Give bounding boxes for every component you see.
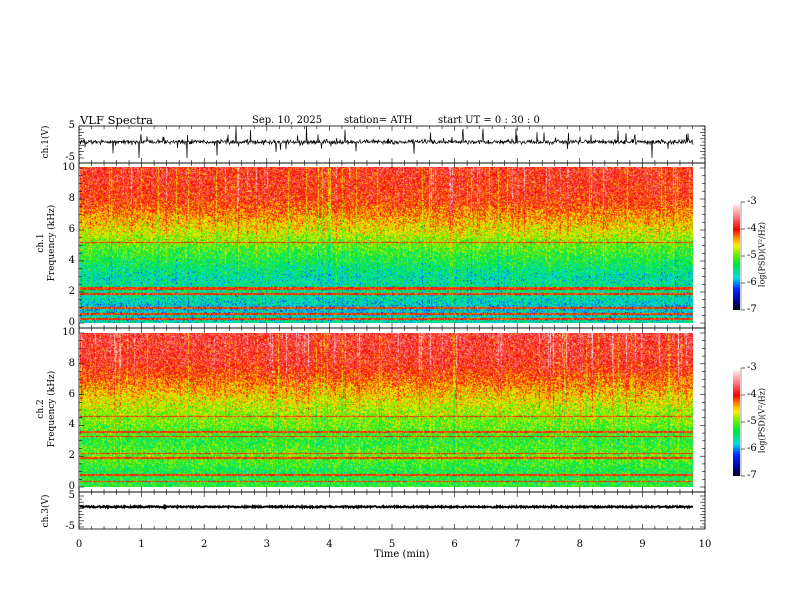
ch1-freq-tick-label: 10 xyxy=(62,162,75,173)
ch2-freq-tick-label: 6 xyxy=(68,388,75,400)
ch1-ylabel-line1: ch.1 xyxy=(36,233,46,253)
panel-frame-1 xyxy=(78,162,706,329)
colorbar-tick-label: -7 xyxy=(747,470,757,481)
ch2-freq-tick-label: 2 xyxy=(68,450,75,462)
colorbar-tick-label: -6 xyxy=(747,443,757,454)
x-tick-label: 1 xyxy=(138,539,145,550)
ch1-spectrogram xyxy=(80,167,693,323)
ch2-freq-tick-label: 4 xyxy=(68,419,75,431)
ch1-ylabel-line2: Frequency (kHz) xyxy=(47,204,57,282)
ch1-freq-tick-label: 6 xyxy=(68,224,75,235)
x-tick-label: 0 xyxy=(75,539,83,550)
ch1-freq-tick-label: 8 xyxy=(68,193,75,204)
colorbar-tick-label: -4 xyxy=(747,389,757,400)
ch2-colorbar xyxy=(733,368,740,476)
ch3-ylabel: ch.3(V) xyxy=(41,494,51,528)
ch2-ylabel-line2: Frequency (kHz) xyxy=(47,370,57,448)
x-axis-label: Time (min) xyxy=(374,549,430,560)
x-tick-label: 3 xyxy=(263,539,270,550)
ch3-y-tick-label: 5 xyxy=(68,490,75,501)
ch2-colorbar-label: log(PSD)(V²/Hz) xyxy=(757,387,767,454)
x-tick-label: 7 xyxy=(514,539,521,550)
x-tick-label: 6 xyxy=(451,539,458,550)
colorbar-tick-label: -6 xyxy=(747,277,757,288)
panel-frame-2 xyxy=(78,327,706,493)
station-label: station= ATH xyxy=(344,115,413,126)
ch1-y-tick-label: 5 xyxy=(68,120,75,131)
colorbar-tick-label: -7 xyxy=(747,304,757,315)
start-ut-label: start UT = 0 : 30 : 0 xyxy=(438,115,540,126)
ch3-y-tick-label: -5 xyxy=(65,521,75,532)
ch1-freq-tick-label: 4 xyxy=(68,255,75,266)
colorbar-tick-label: -3 xyxy=(747,362,757,373)
ch1-freq-tick-label: 0 xyxy=(68,317,75,328)
x-tick-label: 4 xyxy=(326,539,333,550)
colorbar-tick-label: -4 xyxy=(747,223,757,234)
x-tick-label: 2 xyxy=(201,539,208,550)
ch2-freq-tick-label: 0 xyxy=(68,481,75,492)
ch1-ylabel: ch.1(V) xyxy=(41,125,51,159)
ch1-freq-ylabel: ch.1 Frequency (kHz) xyxy=(36,203,58,283)
ch3-waveform-line xyxy=(79,503,694,511)
ch2-freq-tick-label: 10 xyxy=(62,327,75,338)
ch2-spectrogram xyxy=(80,333,693,487)
panel-frame-3 xyxy=(78,491,706,530)
ch1-freq-tick-label: 2 xyxy=(68,286,75,297)
ch1-colorbar-label: log(PSD)(V²/Hz) xyxy=(757,221,767,288)
date-label: Sep. 10, 2025 xyxy=(252,115,323,126)
ch2-ylabel-line1: ch.2 xyxy=(36,399,46,419)
panel-frame-0 xyxy=(78,125,706,164)
figure-title: VLF Spectra xyxy=(80,113,154,127)
ch1-colorbar xyxy=(733,202,740,310)
x-tick-label: 8 xyxy=(576,539,583,550)
ch2-freq-tick-label: 8 xyxy=(68,357,75,369)
x-tick-label: 10 xyxy=(698,539,712,550)
x-tick-label: 9 xyxy=(639,539,646,550)
colorbar-tick-label: -5 xyxy=(747,250,757,261)
ch1-waveform-line xyxy=(79,125,694,159)
colorbar-tick-label: -5 xyxy=(747,416,757,427)
ch2-freq-ylabel: ch.2 Frequency (kHz) xyxy=(36,369,58,449)
x-tick-label: 5 xyxy=(388,539,396,550)
colorbar-tick-label: -3 xyxy=(747,196,757,207)
ch1-y-tick-label: -5 xyxy=(65,152,75,163)
